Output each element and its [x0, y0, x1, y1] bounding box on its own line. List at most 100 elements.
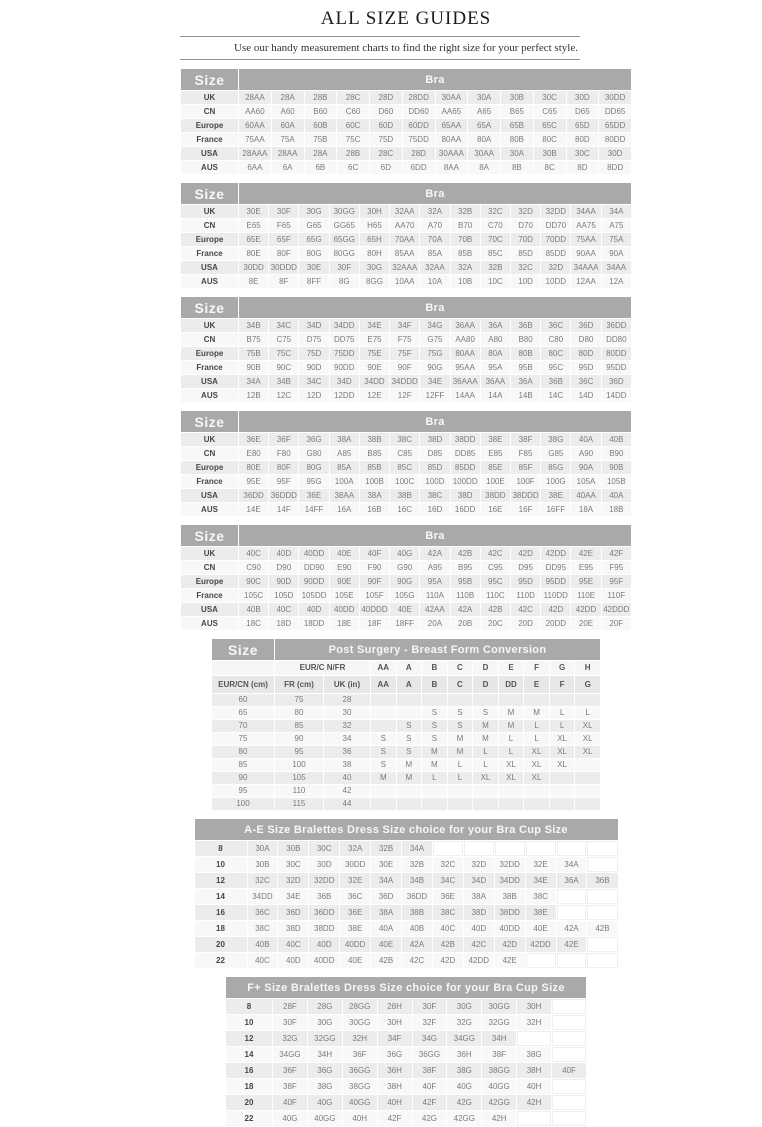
bra-size-cell: 32D	[278, 873, 309, 888]
bralette-row: 14 34GG 34H 36F 36G 36GG 36H 38F 38G	[226, 1047, 586, 1062]
conversion-cell: L	[447, 759, 473, 771]
size-cell: 30AA	[435, 91, 468, 104]
bra-size-cell: 38B	[402, 905, 432, 920]
region-label: CN	[181, 447, 238, 460]
bra-size-cell: 40E	[340, 953, 371, 968]
bra-size-cell: 38G	[517, 1047, 551, 1062]
dress-size-label: 14	[226, 1047, 272, 1062]
conversion-cell	[396, 785, 422, 797]
size-cell: 34DD	[359, 375, 390, 388]
dress-size-label: 20	[194, 937, 247, 952]
size-cell: E80	[239, 447, 269, 460]
bralettes-ae-section: A-E Size Bralettes Dress Size choice for…	[180, 818, 632, 969]
conversion-cell: 80	[275, 707, 323, 719]
size-cell: 34C	[299, 375, 329, 388]
size-cell: B70	[450, 219, 480, 232]
conversion-cell: XL	[549, 759, 575, 771]
bra-size-cell: 40C	[432, 921, 463, 936]
size-cell: 36G	[299, 433, 329, 446]
bra-size-cell: 40DD	[494, 921, 525, 936]
bra-size-cell: 42H	[482, 1111, 517, 1126]
conversion-cell: L	[549, 720, 575, 732]
size-cell: 30F	[329, 261, 359, 274]
size-cell: 100E	[480, 475, 510, 488]
size-cell: F80	[269, 447, 299, 460]
size-cell: B75	[239, 333, 269, 346]
size-cell: 34DDD	[390, 375, 420, 388]
size-cell: 90G	[390, 575, 420, 588]
bra-size-cell: 42A	[402, 937, 432, 952]
size-cell: 95F	[601, 575, 631, 588]
post-surgery-row: 85 100 38 S M M L L XL XL XL	[212, 759, 600, 771]
bra-size-cell: 30H	[377, 1015, 412, 1030]
bra-size-cell: 30GG	[342, 1015, 377, 1030]
empty-cell	[552, 1079, 586, 1094]
empty-cell	[517, 1031, 551, 1046]
size-cell: 105B	[601, 475, 631, 488]
size-cell: 20A	[420, 617, 450, 630]
size-cell: 28AAA	[239, 147, 271, 160]
bra-table-header-row: Size Bra	[181, 69, 631, 90]
conversion-cell: S	[447, 720, 473, 732]
region-label: Europe	[181, 347, 238, 360]
bra-table-row: CN AA60 A60 B60 C60 D60 DD60 AA65 A65 B65 C65 D65 DD…	[181, 105, 631, 118]
size-cell: 40A	[571, 433, 601, 446]
size-cell: 30DD	[239, 261, 269, 274]
size-cell: 28A	[304, 147, 337, 160]
bra-table-row: Europe 60AA 60A 60B 60C 60D 60DD 65AA 65A 65B 65C 6…	[181, 119, 631, 132]
bra-size-cell: 40DD	[340, 937, 371, 952]
size-cell: E85	[480, 447, 510, 460]
bra-size-cell: 36A	[556, 873, 587, 888]
size-cell: B85	[359, 447, 390, 460]
size-cell: 90F	[390, 361, 420, 374]
bra-size-cell: 34B	[402, 873, 432, 888]
bra-size-cell: 34E	[278, 889, 309, 904]
size-cell: 32C	[480, 205, 510, 218]
conversion-cell: L	[447, 772, 473, 784]
region-label: USA	[181, 603, 238, 616]
conversion-cell	[524, 694, 549, 706]
conversion-cell: XL	[498, 759, 524, 771]
size-cell: 65H	[359, 233, 390, 246]
size-cell: 40F	[359, 547, 390, 560]
size-cell: 8GG	[359, 275, 390, 288]
conversion-cell: S	[422, 707, 447, 719]
size-cell: 12B	[239, 389, 269, 402]
bra-size-cell: 36H	[377, 1063, 412, 1078]
size-cell: 85C	[390, 461, 420, 474]
bra-size-cell: 38DD	[494, 905, 525, 920]
conversion-cell: XL	[549, 746, 575, 758]
bralette-row: 22 40G 40GG 40H 42F 42G 42GG 42H	[226, 1111, 586, 1126]
size-cell: 6D	[370, 161, 402, 174]
size-cell: 60DD	[402, 119, 435, 132]
size-cell: 12F	[390, 389, 420, 402]
size-cell: C80	[541, 333, 571, 346]
size-cell: 100B	[359, 475, 390, 488]
size-cell: 38A	[329, 433, 359, 446]
size-cell: A90	[571, 447, 601, 460]
size-cell: 28D	[402, 147, 435, 160]
size-cell: 85B	[450, 247, 480, 260]
conversion-cell: S	[396, 733, 422, 745]
size-cell: D85	[420, 447, 450, 460]
bra-table-row: AUS 8E 8F 8FF 8G 8GG 10AA 10A 10B 10C 10D 10DD 12AA 1…	[181, 275, 631, 288]
bra-size-cell: 30C	[309, 841, 340, 856]
conversion-cell	[549, 694, 575, 706]
size-cell: 90C	[269, 361, 299, 374]
bra-size-cell: 40G	[273, 1111, 307, 1126]
bra-table-row: CN B75 C75 D75 DD75 E75 F75 G75 AA80 A80 B80 C80 D80…	[181, 333, 631, 346]
conversion-cell: S	[371, 746, 396, 758]
region-label: USA	[181, 375, 238, 388]
bra-size-cell: 30C	[278, 857, 309, 872]
bra-size-cell: 36B	[309, 889, 340, 904]
bra-size-cell: 38G	[447, 1063, 482, 1078]
bra-size-cell: 32C	[247, 873, 278, 888]
bra-table-row: CN E80 F80 G80 A85 B85 C85 D85 DD85 E85 F85 G85 A90 B…	[181, 447, 631, 460]
size-cell: C70	[480, 219, 510, 232]
size-cell: 65DD	[599, 119, 631, 132]
conversion-cell: M	[447, 746, 473, 758]
size-cell: AA70	[390, 219, 420, 232]
conversion-cell: 70	[212, 720, 274, 732]
bra-size-cell: 34F	[377, 1031, 412, 1046]
bra-size-cell: 42C	[463, 937, 494, 952]
